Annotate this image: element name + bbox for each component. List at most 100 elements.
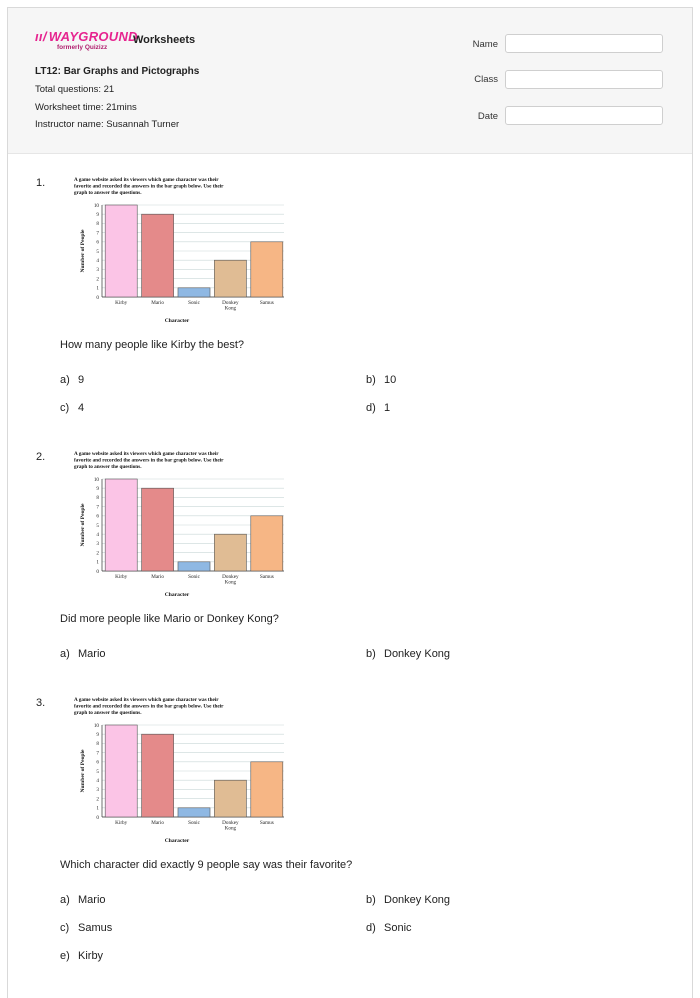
y-axis-label: Number of People xyxy=(80,503,86,547)
question-number: 1. xyxy=(36,177,46,189)
name-field[interactable] xyxy=(505,34,663,53)
y-tick-label: 9 xyxy=(96,212,99,218)
chart-caption-line: graph to answer the questions. xyxy=(74,464,142,470)
x-tick-label: Mario xyxy=(151,574,164,580)
x-tick-label-line: Sonic xyxy=(188,574,201,580)
option-text: Mario xyxy=(78,894,106,906)
chart-caption-line: graph to answer the questions. xyxy=(74,710,142,716)
y-tick-label: 10 xyxy=(94,203,100,209)
x-tick-label: Mario xyxy=(151,820,164,826)
y-tick-label: 9 xyxy=(96,732,99,738)
bar-sonic xyxy=(177,561,211,572)
y-tick-label: 8 xyxy=(96,741,99,747)
question-text: Did more people like Mario or Donkey Kon… xyxy=(60,613,279,625)
x-tick-label: Samus xyxy=(260,300,274,306)
question-text: How many people like Kirby the best? xyxy=(60,339,245,351)
bar-chart: A game website asked its viewers which g… xyxy=(74,697,284,844)
option-text: 1 xyxy=(384,402,391,414)
option-text: Sonic xyxy=(384,922,412,934)
y-tick-label: 0 xyxy=(96,569,99,575)
bar-mario xyxy=(141,213,174,298)
y-tick-label: 3 xyxy=(96,267,99,273)
y-tick-label: 10 xyxy=(94,723,100,729)
option-letter: c) xyxy=(60,922,70,934)
option-e[interactable]: e) Kirby xyxy=(60,950,103,962)
bar-samus xyxy=(250,241,284,298)
x-tick-label: Kirby xyxy=(115,300,128,306)
bar-chart: A game website asked its viewers which g… xyxy=(74,177,284,324)
chart-caption-line: graph to answer the questions. xyxy=(74,190,142,196)
x-tick-label-line: Donkey xyxy=(222,574,239,580)
x-tick-label: Kirby xyxy=(115,574,128,580)
option-letter: a) xyxy=(60,374,70,386)
y-tick-label: 2 xyxy=(96,276,99,282)
option-b[interactable]: b) Donkey Kong xyxy=(366,894,450,906)
option-letter: b) xyxy=(366,374,376,386)
option-a[interactable]: a) Mario xyxy=(60,894,106,906)
x-tick-label: Mario xyxy=(151,300,164,306)
option-text: 10 xyxy=(384,374,397,386)
x-tick-label: Donkey Kong xyxy=(222,300,239,312)
option-d[interactable]: d) Sonic xyxy=(366,922,412,934)
x-axis-label: Character xyxy=(165,592,190,598)
x-axis-label: Character xyxy=(165,318,190,324)
option-text: Donkey Kong xyxy=(384,648,451,660)
option-a[interactable]: a) Mario xyxy=(60,648,106,660)
option-letter: d) xyxy=(366,922,376,934)
total-questions: Total questions: 21 xyxy=(35,84,115,95)
option-letter: e) xyxy=(60,950,70,962)
brand-logo: ıı/WAYGROUND formerly Quizizz xyxy=(35,28,138,51)
option-c[interactable]: c) Samus xyxy=(60,922,112,934)
logo-mark-icon: ıı/ xyxy=(35,29,47,44)
x-tick-label: Donkey Kong xyxy=(222,574,239,586)
x-tick-label-line: Kong xyxy=(225,580,237,586)
option-letter: b) xyxy=(366,894,376,906)
worksheet-title: LT12: Bar Graphs and Pictographs xyxy=(35,66,200,77)
worksheet-page: ıı/WAYGROUND formerly Quizizz Worksheets… xyxy=(7,7,693,998)
class-field[interactable] xyxy=(505,70,663,89)
bar-kirby xyxy=(104,724,138,818)
worksheet-time: Worksheet time: 21mins xyxy=(35,102,137,113)
x-axis-label: Character xyxy=(165,838,190,844)
option-text: Kirby xyxy=(78,950,104,962)
instructor-name: Instructor name: Susannah Turner xyxy=(35,119,180,130)
option-letter: a) xyxy=(60,648,70,660)
bar-donkey-kong xyxy=(214,259,247,298)
option-b[interactable]: b) 10 xyxy=(366,374,396,386)
y-tick-label: 8 xyxy=(96,221,99,227)
y-tick-label: 7 xyxy=(96,504,99,510)
y-tick-label: 1 xyxy=(96,560,99,566)
y-tick-label: 0 xyxy=(96,815,99,821)
x-tick-label-line: Kong xyxy=(225,306,237,312)
bar-donkey-kong xyxy=(214,779,247,818)
y-tick-label: 8 xyxy=(96,495,99,501)
y-tick-label: 5 xyxy=(96,523,99,529)
x-tick-label: Sonic xyxy=(188,300,201,306)
y-axis-label: Number of People xyxy=(80,229,86,273)
chart-caption: A game website asked its viewers which g… xyxy=(74,451,224,470)
chart-caption-line: A game website asked its viewers which g… xyxy=(74,697,219,703)
logo-formerly-text: formerly Quizizz xyxy=(57,44,108,51)
bar-donkey-kong xyxy=(214,533,247,572)
x-tick-label-line: Mario xyxy=(151,574,164,580)
y-tick-label: 3 xyxy=(96,787,99,793)
x-tick-label-line: Kirby xyxy=(115,300,128,306)
option-b[interactable]: b) Donkey Kong xyxy=(366,648,450,660)
option-d[interactable]: d) 1 xyxy=(366,402,390,414)
x-tick-label: Samus xyxy=(260,574,274,580)
y-tick-label: 0 xyxy=(96,295,99,301)
date-field[interactable] xyxy=(505,106,663,125)
chart-caption-line: favorite and recorded the answers in the… xyxy=(74,184,224,190)
y-tick-label: 6 xyxy=(96,514,99,520)
bar-mario xyxy=(141,487,174,572)
option-a[interactable]: a) 9 xyxy=(60,374,84,386)
option-c[interactable]: c) 4 xyxy=(60,402,84,414)
name-label: Name xyxy=(472,39,498,50)
x-tick-label: Sonic xyxy=(188,820,201,826)
chart-caption: A game website asked its viewers which g… xyxy=(74,697,224,716)
product-title: Worksheets xyxy=(133,34,196,46)
bar-mario xyxy=(141,733,174,818)
question-number: 2. xyxy=(36,451,46,463)
y-tick-label: 10 xyxy=(94,477,100,483)
bar-samus xyxy=(250,761,284,818)
